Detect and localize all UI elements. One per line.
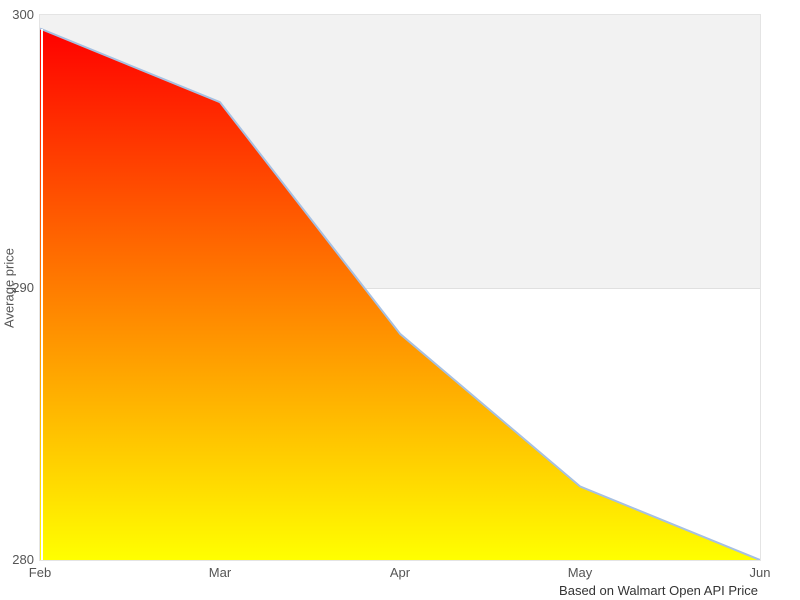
y-axis-tick-label: 290 (12, 279, 34, 295)
area-series (40, 27, 760, 560)
plot-area (39, 14, 761, 561)
x-axis-tick-label: Feb (28, 565, 52, 580)
x-axis-tick-label: Apr (389, 565, 411, 580)
y-axis-tick-labels: 280 290 300 (0, 7, 34, 567)
axis-gap-line (41, 28, 43, 560)
x-axis-tick-label: Mar (208, 565, 232, 580)
y-axis-tick-label: 280 (12, 552, 34, 567)
x-axis-tick-labels: Feb Mar Apr May Jun (29, 565, 771, 583)
x-axis-tick-label: Jun (749, 565, 771, 580)
x-axis-tick-label: May (567, 565, 593, 580)
series-area-fill (40, 28, 760, 560)
chart-caption: Based on Walmart Open API Price (559, 583, 758, 598)
y-gridline (40, 288, 760, 289)
series-line (40, 27, 760, 560)
y-axis-tick-label: 300 (12, 7, 34, 22)
